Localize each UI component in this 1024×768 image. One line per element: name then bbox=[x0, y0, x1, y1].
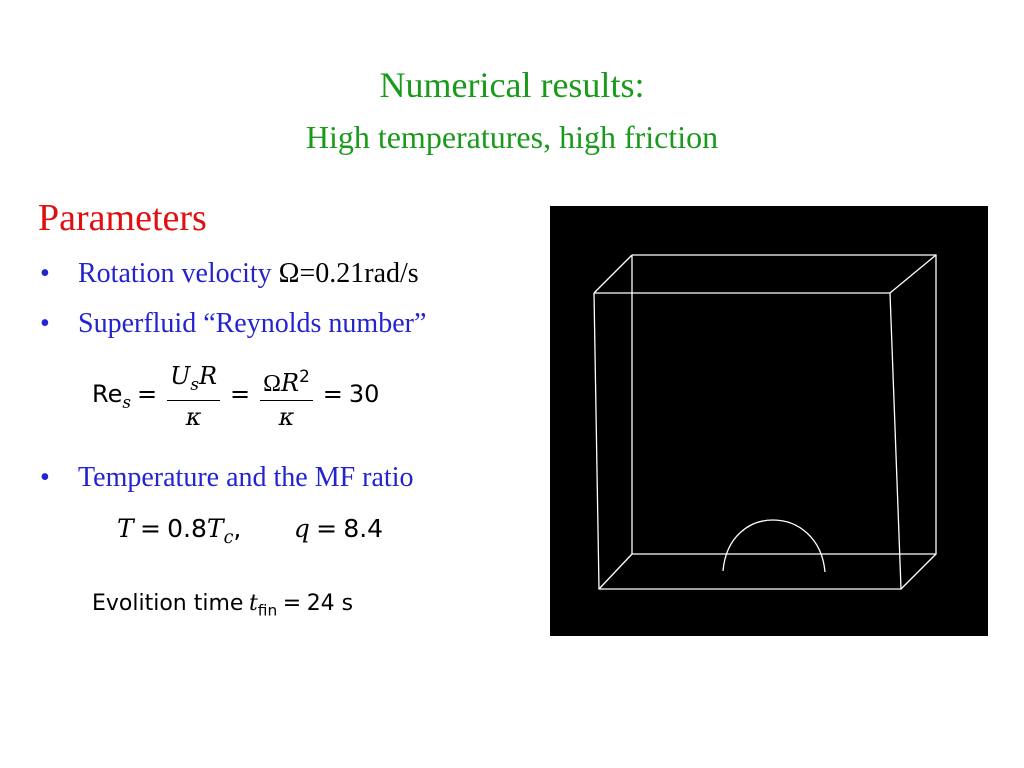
eq-equals: = bbox=[322, 380, 343, 409]
edge-top-left bbox=[593, 254, 633, 294]
bullet-marker: • bbox=[40, 462, 50, 493]
reynolds-result: 30 bbox=[348, 380, 380, 409]
edge-top-right bbox=[889, 254, 937, 294]
bullet-marker: • bbox=[40, 258, 50, 289]
temperature-ratio: 0.8 bbox=[167, 514, 207, 543]
slide-title: Numerical results: bbox=[379, 65, 645, 105]
evolution-value: 24 s bbox=[306, 591, 354, 616]
bullet-text: Rotation velocity bbox=[78, 258, 279, 289]
eq-equals: = bbox=[137, 380, 158, 409]
rotation-value: Ω=0.21rad/s bbox=[278, 258, 419, 289]
bullet-rotation-velocity: • Rotation velocity Ω=0.21rad/s bbox=[40, 256, 419, 292]
eq-equals: = bbox=[230, 380, 251, 409]
edge-bottom-left bbox=[598, 553, 633, 590]
slide-subtitle: High temperatures, high friction bbox=[305, 119, 719, 155]
fraction-rotation: ΩR2 κ bbox=[260, 362, 313, 431]
front-face bbox=[593, 292, 902, 590]
section-heading: Parameters bbox=[38, 197, 207, 239]
bullet-text: Superfluid “Reynolds number” bbox=[78, 308, 427, 339]
eq-re-symbol: Re bbox=[92, 380, 123, 409]
evolution-time: Evolition time tfin = 24 s bbox=[92, 591, 354, 620]
bullet-temperature: • Temperature and the MF ratio bbox=[40, 460, 413, 496]
bullet-reynolds-number: • Superfluid “Reynolds number” bbox=[40, 306, 426, 342]
fraction-velocity: UsR κ bbox=[167, 362, 221, 431]
box-wireframe bbox=[593, 254, 937, 590]
reynolds-equation: Res = UsR κ = ΩR2 κ = 30 bbox=[92, 362, 379, 431]
simulation-visualization bbox=[550, 206, 988, 636]
edge-bottom-right bbox=[900, 553, 937, 590]
temperature-equation: T = 0.8Tc, q = 8.4 bbox=[117, 514, 384, 548]
vortex-line bbox=[722, 519, 826, 573]
bullet-text: Temperature and the MF ratio bbox=[78, 462, 414, 493]
eq-re-subscript: s bbox=[122, 391, 131, 412]
mf-ratio-value: 8.4 bbox=[343, 514, 384, 543]
bullet-marker: • bbox=[40, 308, 50, 339]
evolution-label: Evolition time bbox=[92, 591, 244, 616]
